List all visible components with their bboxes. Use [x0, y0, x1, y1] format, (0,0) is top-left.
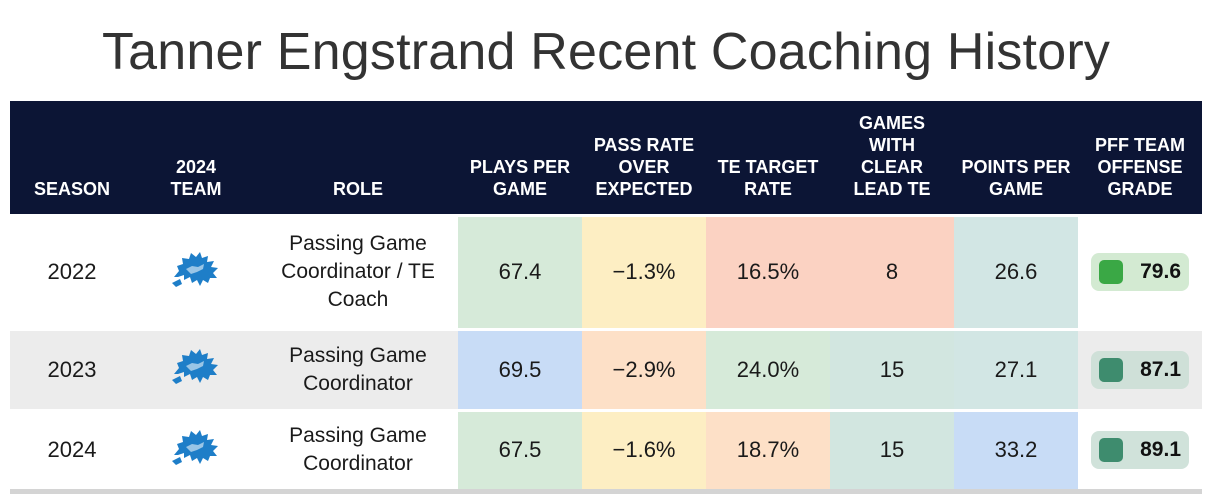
detroit-lions-logo-icon [170, 247, 222, 291]
cell-team [134, 329, 258, 410]
cell-role: Passing Game Coordinator / TE Coach [281, 232, 435, 311]
chart-title: Tanner Engstrand Recent Coaching History [101, 23, 1111, 81]
cell-games-with-clear-lead-te: 15 [830, 410, 954, 491]
cell-team [134, 410, 258, 491]
detroit-lions-logo-icon [170, 344, 222, 388]
cell-plays-per-game: 69.5 [458, 329, 582, 410]
cell-season: 2022 [47, 259, 97, 284]
grade-badge: 79.6 [1091, 253, 1189, 291]
cell-pff-grade: 89.1 [1078, 410, 1202, 491]
cell-plays-per-game: 67.4 [458, 215, 582, 329]
cell-points-per-game: 27.1 [954, 329, 1078, 410]
header-pass-rate-over-expected: PASS RATE OVER EXPECTED [593, 134, 695, 199]
cell-team [134, 215, 258, 329]
cell-season: 2024 [47, 437, 97, 462]
grade-color-square [1099, 438, 1123, 462]
detroit-lions-logo-icon [170, 425, 222, 469]
header-points-per-game: POINTS PER GAME [961, 156, 1071, 199]
header-games-with-clear-lead-te: GAMES WITH CLEAR LEAD TE [853, 112, 931, 199]
coaching-history-table: SEASON 2024 TEAM ROLE PLAYS PER GAME PAS… [10, 101, 1202, 494]
cell-pass-rate-over-expected: −1.6% [582, 410, 706, 491]
cell-points-per-game: 33.2 [954, 410, 1078, 491]
cell-pff-grade: 87.1 [1078, 329, 1202, 410]
cell-season: 2023 [47, 356, 97, 382]
cell-points-per-game: 26.6 [954, 215, 1078, 329]
grade-value: 79.6 [1140, 260, 1181, 283]
cell-role: Passing Game Coordinator [289, 343, 427, 395]
cell-te-target-rate: 18.7% [706, 410, 830, 491]
grade-color-square [1099, 357, 1123, 382]
cell-pff-grade: 79.6 [1078, 215, 1202, 329]
table-row: 2024 Passing Game Coordinator 67.5 −1.6%… [10, 410, 1202, 491]
header-role: ROLE [332, 178, 383, 199]
header-team: 2024 TEAM [170, 156, 222, 199]
table-header-row: SEASON 2024 TEAM ROLE PLAYS PER GAME PAS… [10, 101, 1202, 215]
cell-te-target-rate: 16.5% [706, 215, 830, 329]
table-row: 2023 Passing Game Coordinator 69.5 −2.9%… [10, 329, 1202, 410]
header-te-target-rate: TE TARGET RATE [717, 156, 819, 199]
grade-value: 87.1 [1140, 357, 1181, 381]
cell-games-with-clear-lead-te: 8 [830, 215, 954, 329]
grade-value: 89.1 [1140, 438, 1181, 461]
cell-games-with-clear-lead-te: 15 [830, 329, 954, 410]
cell-plays-per-game: 67.5 [458, 410, 582, 491]
header-season: SEASON [33, 178, 111, 199]
grade-badge: 89.1 [1091, 431, 1189, 469]
table-row: 2022 Passing Game Coordinator / TE Coach… [10, 215, 1202, 329]
cell-role: Passing Game Coordinator [289, 424, 427, 475]
header-plays-per-game: PLAYS PER GAME [469, 156, 571, 199]
header-pff-team-offense-grade: PFF TEAM OFFENSE GRADE [1095, 134, 1185, 199]
cell-te-target-rate: 24.0% [706, 329, 830, 410]
grade-color-square [1099, 260, 1123, 284]
cell-pass-rate-over-expected: −1.3% [582, 215, 706, 329]
grade-badge: 87.1 [1091, 350, 1189, 389]
cell-pass-rate-over-expected: −2.9% [582, 329, 706, 410]
